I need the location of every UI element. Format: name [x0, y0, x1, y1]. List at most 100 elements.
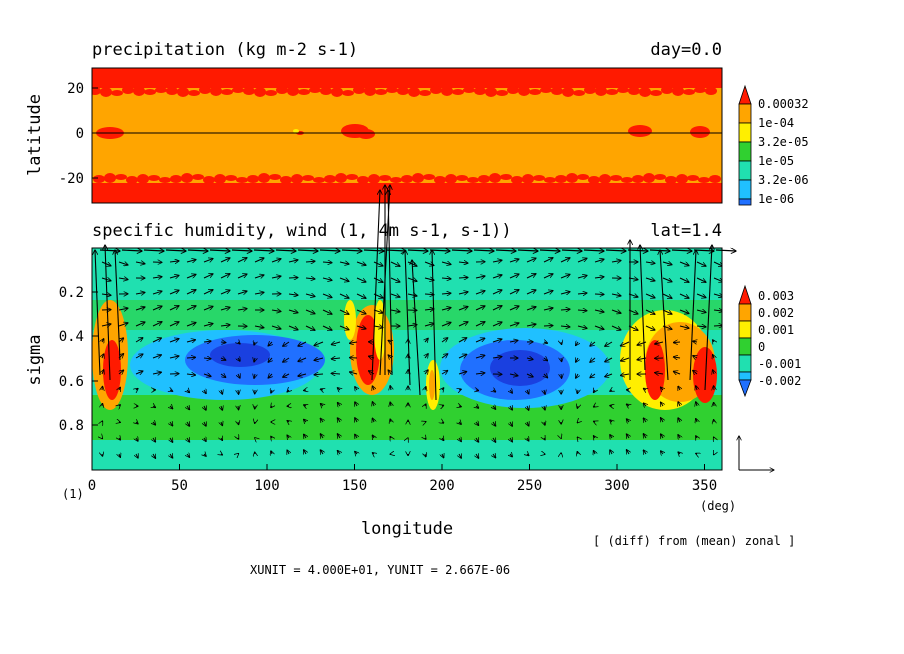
wind-arrow: [441, 370, 448, 374]
precip-blob: [467, 177, 479, 183]
precip-legend-swatch: [738, 103, 752, 124]
precip-blob: [639, 87, 651, 97]
precip-legend-swatch: [738, 198, 752, 206]
wind-arrow: [118, 278, 128, 280]
wind-arrow: [119, 338, 124, 342]
wind-arrow: [271, 390, 272, 393]
wind-arrow: [287, 421, 289, 422]
wind-arrow: [577, 437, 578, 438]
wind-arrow: [271, 451, 272, 454]
wind-arrow: [643, 388, 646, 390]
wind-arrow: [372, 435, 374, 438]
precip-blob: [606, 89, 618, 95]
wind-arrow: [696, 310, 706, 312]
wind-arrow: [458, 338, 467, 343]
precip-blob: [441, 86, 453, 96]
humidity-legend-label: 0.001: [758, 323, 794, 337]
precip-blob: [456, 175, 468, 181]
wind-arrow: [441, 262, 451, 264]
wind-arrow: [203, 341, 211, 342]
wind-arrow: [577, 326, 587, 328]
wind-arrow: [153, 438, 156, 442]
wind-arrow: [388, 340, 391, 342]
precip-blob: [126, 176, 138, 184]
wind-arrow: [544, 390, 545, 394]
wind-arrow: [102, 354, 104, 358]
wind-arrow: [645, 278, 655, 281]
wind-arrow: [526, 307, 536, 310]
humidity-blob: [103, 340, 121, 400]
wind-arrow: [254, 326, 264, 328]
wind-arrow: [610, 420, 612, 422]
wind-arrow: [152, 291, 162, 294]
wind-arrow: [339, 293, 349, 298]
humidity-xtick-label: 300: [604, 478, 629, 494]
wind-arrow: [152, 306, 162, 311]
wind-arrow: [238, 358, 240, 361]
wind-arrow: [679, 277, 689, 282]
precip-blob: [584, 86, 596, 94]
wind-arrow: [543, 308, 553, 310]
wind-arrow-top: [561, 250, 582, 251]
wind-arrow-top: [253, 250, 274, 251]
wind-arrow: [152, 277, 162, 278]
wind-arrow: [510, 422, 512, 426]
wind-arrow: [696, 386, 697, 390]
wind-arrow: [268, 358, 272, 362]
wind-arrow: [373, 310, 383, 313]
wind-arrow: [304, 434, 306, 438]
wind-spike: [689, 250, 696, 381]
wind-arrow: [337, 450, 340, 454]
humidity-xtick-label: 150: [342, 478, 367, 494]
wind-arrow: [476, 406, 479, 408]
wind-arrow: [626, 419, 629, 422]
wind-arrow: [425, 370, 428, 374]
precip-blob: [236, 177, 248, 183]
wind-arrow: [186, 340, 196, 342]
wind-arrow: [441, 322, 451, 327]
wind-arrow: [287, 435, 289, 438]
wind-arrow: [254, 358, 255, 362]
wind-arrow: [390, 261, 400, 266]
precip-blob: [291, 174, 303, 184]
wind-arrow: [594, 259, 604, 262]
precip-blob: [221, 89, 233, 95]
wind-arrow: [118, 262, 128, 265]
wind-arrow: [655, 373, 664, 374]
wind-arrow-top: [341, 250, 362, 251]
precip-blob: [562, 87, 574, 97]
wind-arrow: [355, 451, 357, 454]
wind-arrow: [693, 370, 697, 374]
wind-arrow: [186, 306, 196, 311]
wind-arrow: [283, 374, 290, 377]
wind-arrow-top: [473, 250, 494, 251]
wind-arrow: [271, 406, 272, 408]
wind-arrow: [372, 453, 374, 454]
wind-arrow: [135, 354, 143, 358]
precip-blobs: [92, 86, 721, 184]
precip-blob: [654, 174, 666, 180]
wind-arrow: [372, 418, 374, 422]
wind-arrow: [238, 390, 239, 394]
wind-arrow: [339, 309, 349, 314]
wind-arrow: [320, 389, 323, 390]
humidity-blob: [210, 343, 270, 367]
wind-arrow: [356, 326, 366, 329]
wind-arrow: [254, 275, 264, 278]
wind-arrow: [221, 438, 222, 440]
precip-blob: [210, 86, 222, 96]
wind-arrow: [355, 418, 357, 422]
wind-arrow: [527, 422, 529, 426]
wind-arrow: [136, 388, 138, 390]
wind-arrow: [696, 402, 697, 406]
wind-spike: [388, 190, 393, 376]
wind-arrow: [643, 418, 646, 422]
wind-arrow: [661, 402, 663, 406]
precip-legend-swatch: [738, 122, 752, 143]
wind-arrow-top: [297, 250, 318, 251]
wind-arrow: [476, 454, 479, 458]
wind-arrow: [637, 342, 647, 345]
precip-blob: [159, 177, 171, 183]
wind-arrow: [526, 290, 536, 295]
wind-arrow: [305, 278, 315, 279]
